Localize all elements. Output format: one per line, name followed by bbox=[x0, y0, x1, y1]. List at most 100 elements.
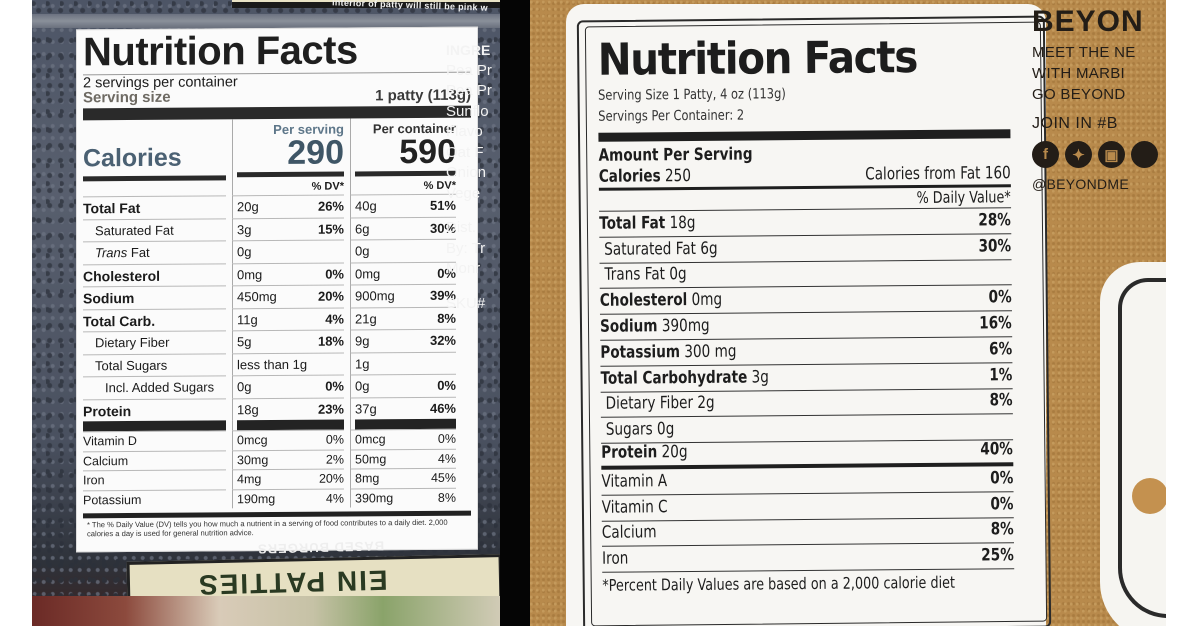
calories-value: 250 bbox=[664, 165, 692, 187]
nutrient-row: Total Fat 18g 28% bbox=[599, 208, 1012, 238]
ingredient-line: Sunflo bbox=[446, 102, 489, 120]
divider-bar bbox=[355, 418, 456, 430]
dv-percent: 8% bbox=[990, 519, 1014, 540]
dv-percent: 32% bbox=[429, 332, 456, 348]
nutrient-amount: 3g bbox=[751, 366, 769, 388]
vitamin-row: Iron 25% bbox=[602, 543, 1015, 573]
decorative-dot bbox=[1132, 478, 1166, 514]
nutrient: Total Carbohydrate 3g bbox=[600, 364, 769, 391]
amount: 37g bbox=[355, 400, 377, 416]
background-floor bbox=[32, 596, 500, 626]
amount: 11g bbox=[237, 311, 258, 327]
nutrient-row: Saturated Fat 6g 30% bbox=[599, 234, 1012, 264]
vitamin-serving: 30mg 2% bbox=[232, 449, 344, 470]
dv-percent: 30% bbox=[978, 235, 1012, 257]
nutrient-row: Protein 20g 40% bbox=[601, 439, 1014, 470]
dv-percent: 15% bbox=[317, 221, 344, 237]
calories-row: Calories 250 Calories from Fat 160 bbox=[598, 162, 1011, 191]
nutrition-label-old-format: Nutrition Facts Serving Size 1 Patty, 4 … bbox=[598, 32, 1015, 599]
nutrient-name: Total Carb. bbox=[83, 307, 226, 332]
vitamin-row: Calcium 8% bbox=[601, 517, 1014, 548]
decorative-outline bbox=[1118, 278, 1166, 618]
dv-header: % DV* bbox=[311, 180, 344, 193]
dv-percent: 4% bbox=[325, 491, 344, 506]
vitamin-serving: 190mg 4% bbox=[232, 488, 344, 509]
amount: 18g bbox=[237, 401, 259, 417]
nutrient-name: Trans Fat bbox=[83, 240, 226, 264]
dv-percent: 16% bbox=[979, 313, 1013, 334]
nutrient-amount: 18g bbox=[669, 212, 696, 233]
nutrient-amount: 0mg bbox=[691, 289, 723, 311]
dv-percent: 4% bbox=[325, 311, 344, 327]
spacer bbox=[446, 280, 500, 294]
social-icons: f ✦ ▣ bbox=[1032, 141, 1158, 168]
nutrient-name: Potassium bbox=[600, 341, 681, 363]
spacer bbox=[446, 204, 500, 218]
dv-percent: 4% bbox=[437, 451, 456, 466]
nutrient-name: Dietary Fiber bbox=[83, 330, 226, 354]
amount: 3g bbox=[237, 221, 252, 237]
nutrient-container: 0mg 0% bbox=[350, 261, 456, 285]
nutrient-amount: 0g bbox=[669, 264, 687, 285]
calories-from-fat: Calories from Fat 160 bbox=[865, 163, 1011, 185]
dv-percent: 0% bbox=[325, 378, 344, 394]
divider-bar bbox=[598, 129, 1011, 142]
amount: 5g bbox=[237, 334, 252, 350]
dv-percent: 0% bbox=[990, 493, 1014, 514]
nutrient-name: Cholesterol bbox=[83, 262, 226, 287]
amount: 900mg bbox=[355, 288, 395, 304]
vitamin-row: Vitamin A 0% bbox=[601, 466, 1014, 496]
vitamin-name: Vitamin A bbox=[601, 470, 668, 492]
dv-percent: 8% bbox=[437, 490, 456, 505]
tagline-line: WITH MARBI bbox=[1032, 65, 1125, 82]
dv-footnote: *Percent Daily Values are based on a 2,0… bbox=[602, 572, 956, 595]
nutrient-container: 900mg 39% bbox=[350, 283, 456, 307]
amount: 9g bbox=[355, 333, 370, 349]
nutrient-serving: 450mg 20% bbox=[232, 284, 344, 308]
serving-size: Serving Size 1 Patty, 4 oz (113g) bbox=[598, 86, 786, 104]
nutrient-amount: 300 mg bbox=[684, 341, 737, 362]
nutrient-container: 21g 8% bbox=[350, 306, 456, 330]
amount: 0g bbox=[355, 243, 370, 259]
amount: 0g bbox=[237, 244, 252, 260]
package-band-large-text: EIN PATTIES bbox=[196, 564, 388, 601]
left-photo-package: interior of patty will still be pink w N… bbox=[32, 0, 500, 626]
amount: 4mg bbox=[237, 472, 262, 487]
servings-per-container: Servings Per Container: 2 bbox=[598, 107, 745, 125]
sku-line: SKU# bbox=[446, 294, 486, 312]
nutrient: Trans Fat 0g bbox=[600, 261, 687, 288]
nutrient: Potassium 300 mg bbox=[600, 338, 736, 365]
dv-footnote: * The % Daily Value (DV) tells you how m… bbox=[87, 517, 448, 539]
nutrient: Dietary Fiber 2g bbox=[601, 390, 715, 417]
vitamin-name: Iron bbox=[83, 469, 226, 490]
vitamin-serving: 0mcg 0% bbox=[232, 429, 344, 450]
calories-label: Calories bbox=[83, 143, 182, 173]
amount: 0mcg bbox=[355, 432, 386, 447]
facebook-icon: f bbox=[1032, 141, 1059, 168]
brand-logo: BEYON bbox=[1032, 5, 1144, 38]
package-top-strip bbox=[232, 0, 500, 8]
nutrient-container: 40g 51% bbox=[350, 193, 456, 217]
amount: 50mg bbox=[355, 451, 387, 466]
nutrient-serving: less than 1g bbox=[232, 352, 344, 376]
amount: 0mg bbox=[355, 265, 381, 281]
amount: 390mg bbox=[355, 490, 394, 505]
nutrient-container: 37g 46% bbox=[350, 396, 456, 420]
nutrient-table: Total Fat 20g 26% 40g 51% Saturated Fat 3g… bbox=[83, 193, 471, 422]
nutrient-serving: 3g 15% bbox=[232, 217, 344, 241]
vitamin-name: Potassium bbox=[83, 488, 226, 510]
nutrient-container: 0g 0% bbox=[350, 373, 456, 397]
brand-panel: BEYON MEET THE NE WITH MARBI GO BEYOND J… bbox=[1032, 4, 1158, 192]
dv-percent: 0% bbox=[988, 287, 1012, 308]
dv-percent: 6% bbox=[989, 338, 1013, 360]
nutrient: Protein 20g bbox=[601, 439, 688, 466]
fat-label: Fat bbox=[127, 244, 150, 261]
vitamin-container: 50mg 4% bbox=[350, 448, 456, 469]
nutrition-label-new-format: Nutrition Facts 2 servings per container… bbox=[76, 26, 478, 553]
twitter-icon: ✦ bbox=[1065, 141, 1092, 168]
nutrient-amount: 0g bbox=[656, 419, 675, 440]
dv-percent: 26% bbox=[317, 198, 344, 214]
dv-percent: 0% bbox=[437, 431, 456, 446]
nutrient-name: Sodium bbox=[600, 316, 658, 337]
dv-percent: 2% bbox=[325, 452, 344, 467]
